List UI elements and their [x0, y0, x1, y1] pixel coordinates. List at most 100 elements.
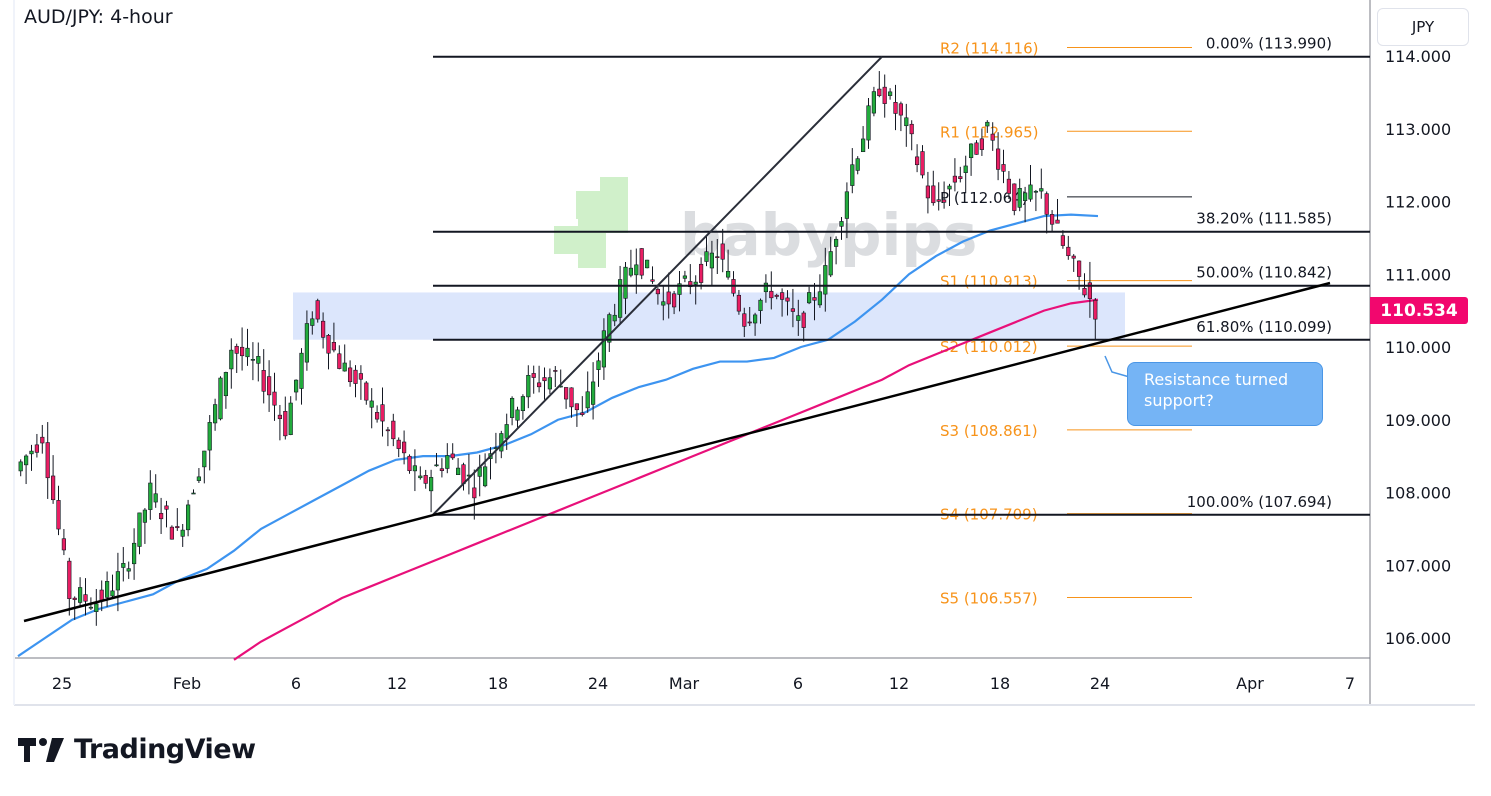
moving-average-fast: [17, 213, 1099, 658]
candle: [126, 561, 131, 579]
candle-body: [72, 597, 77, 600]
candle: [542, 367, 547, 400]
candle-body: [958, 176, 963, 179]
x-tick-label: 24: [1090, 674, 1110, 693]
y-tick-label: 114.000: [1385, 47, 1451, 66]
candle: [29, 444, 34, 471]
candle: [509, 396, 515, 426]
candle-body: [985, 121, 990, 127]
x-tick-label: Feb: [173, 674, 201, 693]
candle-body: [860, 138, 866, 153]
candle: [601, 318, 606, 380]
candle-body: [947, 185, 952, 190]
candle: [488, 447, 493, 480]
candle: [1044, 191, 1049, 234]
candle: [347, 360, 353, 387]
candle-body: [164, 505, 169, 510]
candle-body: [1087, 282, 1092, 299]
candle-body: [1060, 235, 1065, 246]
candle-body: [88, 606, 93, 609]
candle-body: [1071, 255, 1076, 259]
candle-body: [509, 397, 515, 418]
y-tick-label: 109.000: [1385, 411, 1451, 430]
candle: [148, 470, 153, 520]
candle: [326, 333, 331, 370]
candle-body: [277, 414, 283, 420]
candle: [574, 403, 579, 427]
candle-body: [914, 156, 920, 166]
candle: [650, 266, 655, 284]
candle: [18, 459, 23, 477]
candle: [779, 288, 785, 317]
candle-body: [850, 164, 855, 186]
last-price-label: 110.534: [1370, 297, 1468, 324]
candle: [272, 372, 277, 421]
candle: [1093, 298, 1098, 340]
candle: [844, 182, 849, 239]
candle-body: [110, 590, 115, 597]
candle-body: [83, 594, 88, 602]
candle: [1055, 198, 1060, 224]
support-resistance-zone: [293, 292, 1125, 340]
candle-body: [898, 103, 903, 116]
candle: [655, 287, 660, 305]
babypips-watermark: babypips: [554, 177, 977, 269]
candle-body: [310, 318, 315, 326]
candle-body: [369, 400, 374, 408]
y-tick-label: 106.000: [1385, 629, 1451, 648]
candle-body: [817, 291, 822, 306]
candle: [1006, 171, 1011, 200]
candle-body: [1082, 288, 1087, 296]
callout-annotation: Resistance turned support?: [1127, 362, 1323, 426]
candles: [18, 71, 1098, 626]
candle: [914, 144, 920, 173]
candle: [709, 240, 714, 286]
candle: [153, 474, 158, 508]
candle-body: [547, 377, 552, 390]
candle-body: [677, 283, 682, 295]
candle-body: [990, 133, 995, 141]
candle-body: [823, 265, 828, 295]
candle: [828, 236, 833, 278]
candle-body: [126, 568, 131, 572]
candle: [887, 88, 893, 100]
y-tick-label: 111.000: [1385, 265, 1451, 284]
candle-body: [590, 381, 596, 405]
watermark-cube: [600, 205, 628, 233]
watermark-cube: [554, 226, 582, 254]
candle: [445, 443, 450, 474]
candle-body: [1055, 219, 1060, 224]
candle: [812, 283, 817, 321]
candle: [472, 469, 477, 520]
candle: [531, 365, 536, 394]
candle-body: [520, 396, 525, 411]
candle: [304, 310, 310, 371]
candle: [607, 312, 612, 352]
y-tick-label: 108.000: [1385, 484, 1451, 503]
candle: [1017, 178, 1022, 212]
candle: [1028, 164, 1033, 202]
candle: [105, 571, 110, 607]
candle-body: [391, 420, 396, 440]
candle-body: [423, 475, 428, 484]
currency-button[interactable]: JPY: [1377, 8, 1469, 46]
candle: [731, 271, 736, 297]
candle-body: [186, 504, 191, 531]
candle: [720, 228, 725, 273]
candle: [374, 405, 380, 423]
x-tick-label: 12: [387, 674, 407, 693]
candle: [758, 298, 763, 324]
candle-body: [213, 404, 218, 424]
y-tick-label: 107.000: [1385, 556, 1451, 575]
candle: [979, 128, 984, 156]
tradingview-logo[interactable]: TradingView: [18, 734, 256, 765]
candle: [455, 458, 461, 475]
candle-body: [1001, 164, 1006, 172]
candle-body: [272, 391, 277, 406]
candle: [612, 303, 617, 327]
candle-body: [839, 221, 844, 227]
candle-body: [326, 335, 331, 354]
x-tick-label: Apr: [1236, 674, 1264, 693]
candle-body: [698, 263, 704, 283]
